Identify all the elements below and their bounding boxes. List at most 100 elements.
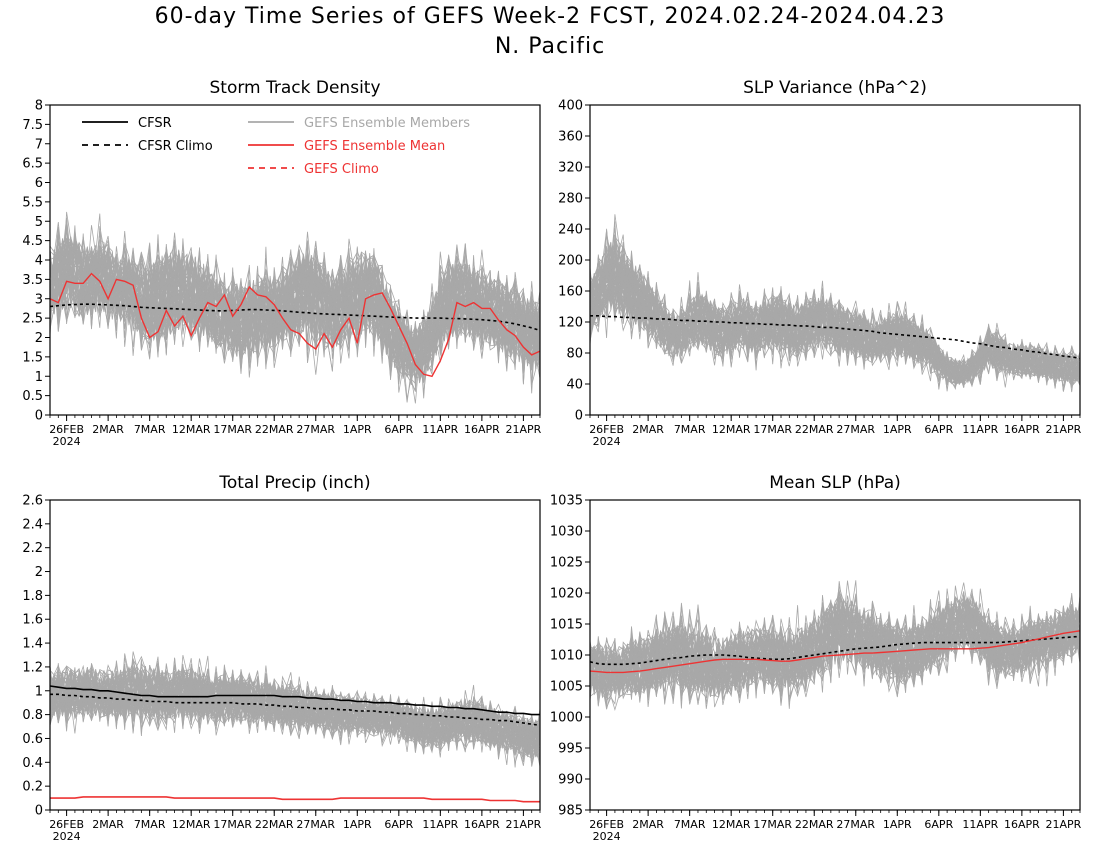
x-tick-label: 1APR bbox=[343, 818, 372, 831]
ensemble-member-line bbox=[50, 669, 540, 754]
y-tick-label: 120 bbox=[558, 316, 583, 331]
y-tick-label: 1030 bbox=[550, 525, 583, 540]
y-tick-label: 1015 bbox=[550, 618, 583, 633]
x-year-label: 2024 bbox=[53, 435, 81, 448]
x-tick-label: 11APR bbox=[422, 818, 458, 831]
x-year-label: 2024 bbox=[53, 830, 81, 843]
y-tick-label: 1 bbox=[35, 370, 43, 385]
chart-title: SLP Variance (hPa^2) bbox=[743, 78, 927, 98]
x-tick-label: 26FEB bbox=[589, 423, 624, 436]
ensemble-member-line bbox=[50, 246, 540, 394]
x-tick-label: 6APR bbox=[384, 818, 413, 831]
y-tick-label: 2.6 bbox=[22, 494, 43, 509]
y-tick-label: 280 bbox=[558, 192, 583, 207]
plot-frame bbox=[49, 499, 541, 811]
y-tick-label: 80 bbox=[566, 347, 583, 362]
y-tick-label: 2 bbox=[35, 331, 43, 346]
x-tick-label: 17MAR bbox=[213, 423, 252, 436]
x-tick-label: 21APR bbox=[1045, 818, 1081, 831]
x-tick-label: 17MAR bbox=[213, 818, 252, 831]
x-tick-label: 2MAR bbox=[92, 423, 124, 436]
x-tick-label: 26FEB bbox=[49, 818, 84, 831]
x-tick-label: 27MAR bbox=[836, 818, 875, 831]
ensemble-members bbox=[590, 214, 1080, 393]
x-tick-label: 22MAR bbox=[795, 818, 834, 831]
y-tick-label: 0.5 bbox=[22, 389, 43, 404]
ensemble-member-line bbox=[590, 611, 1080, 696]
page-subtitle: N. Pacific bbox=[494, 34, 606, 59]
x-year-label: 2024 bbox=[593, 830, 621, 843]
ensemble-member-line bbox=[50, 245, 540, 377]
y-tick-label: 200 bbox=[558, 254, 583, 269]
series-cfsr bbox=[50, 685, 540, 716]
ensemble-member-line bbox=[50, 247, 540, 376]
x-tick-label: 7MAR bbox=[134, 818, 166, 831]
x-tick-label: 21APR bbox=[505, 818, 541, 831]
x-tick-label: 16APR bbox=[464, 423, 500, 436]
x-tick-label: 7MAR bbox=[674, 423, 706, 436]
ensemble-member-line bbox=[50, 670, 540, 753]
y-tick-label: 3.5 bbox=[22, 273, 43, 288]
ensemble-member-line bbox=[590, 250, 1080, 389]
y-tick-label: 240 bbox=[558, 223, 583, 238]
chart-title: Mean SLP (hPa) bbox=[769, 473, 901, 493]
x-tick-label: 7MAR bbox=[674, 818, 706, 831]
y-tick-label: 8 bbox=[35, 99, 43, 114]
x-tick-label: 16APR bbox=[1004, 423, 1040, 436]
y-tick-label: 1000 bbox=[550, 711, 583, 726]
y-tick-label: 2.4 bbox=[22, 517, 43, 532]
y-tick-label: 1020 bbox=[550, 587, 583, 602]
x-tick-label: 26FEB bbox=[589, 818, 624, 831]
y-tick-label: 5 bbox=[35, 215, 43, 230]
plot-area bbox=[50, 651, 540, 803]
series-cfsr-climo bbox=[590, 314, 1080, 360]
x-tick-label: 21APR bbox=[505, 423, 541, 436]
y-tick-label: 1025 bbox=[550, 556, 583, 571]
x-tick-label: 1APR bbox=[883, 423, 912, 436]
y-tick-label: 40 bbox=[566, 378, 583, 393]
x-tick-label: 6APR bbox=[384, 423, 413, 436]
x-tick-label: 2MAR bbox=[632, 423, 664, 436]
x-tick-label: 22MAR bbox=[795, 423, 834, 436]
x-year-label: 2024 bbox=[593, 435, 621, 448]
x-tick-label: 12MAR bbox=[712, 818, 751, 831]
series-gefs-ensemble-mean bbox=[590, 630, 1080, 674]
legend-label: GEFS Ensemble Members bbox=[304, 116, 470, 131]
x-tick-label: 1APR bbox=[883, 818, 912, 831]
y-tick-label: 6.5 bbox=[22, 157, 43, 172]
y-tick-label: 0 bbox=[575, 409, 583, 424]
x-tick-label: 12MAR bbox=[172, 423, 211, 436]
y-tick-label: 1.8 bbox=[22, 589, 43, 604]
y-tick-label: 1.6 bbox=[22, 613, 43, 628]
y-tick-label: 0.2 bbox=[22, 780, 43, 795]
legend-label: GEFS Ensemble Mean bbox=[304, 139, 445, 154]
chart-panel-4: Mean SLP (hPa) 985 990 995 1000 1005 1010 1015 1… bbox=[550, 473, 1082, 843]
x-tick-label: 7MAR bbox=[134, 423, 166, 436]
y-tick-label: 0.4 bbox=[22, 756, 43, 771]
y-tick-label: 1005 bbox=[550, 680, 583, 695]
y-tick-label: 1.4 bbox=[22, 637, 43, 652]
ensemble-members bbox=[590, 580, 1080, 712]
x-tick-label: 2MAR bbox=[632, 818, 664, 831]
y-tick-label: 0.8 bbox=[22, 708, 43, 723]
y-tick-label: 1010 bbox=[550, 649, 583, 664]
series-cfsr-climo bbox=[50, 303, 540, 332]
y-tick-label: 2 bbox=[35, 565, 43, 580]
chart-panel-3: Total Precip (inch) 0 0.2 0.4 0.6 0.8 1 1.2 1.4 1… bbox=[22, 473, 541, 843]
x-tick-label: 22MAR bbox=[255, 423, 294, 436]
series-gefs-climo bbox=[50, 796, 540, 803]
y-tick-label: 3 bbox=[35, 292, 43, 307]
x-tick-label: 16APR bbox=[1004, 818, 1040, 831]
chart-panel-1: Storm Track Density 0 0.5 1 1.5 2 2.5 3 3.5 4 4.5 5… bbox=[22, 78, 541, 448]
page-title: 60-day Time Series of GEFS Week-2 FCST, … bbox=[154, 4, 946, 29]
plot-area bbox=[50, 211, 540, 404]
y-tick-label: 360 bbox=[558, 130, 583, 145]
legend-label: CFSR Climo bbox=[138, 139, 213, 154]
y-tick-label: 2.2 bbox=[22, 541, 43, 556]
y-tick-label: 320 bbox=[558, 161, 583, 176]
x-tick-label: 17MAR bbox=[753, 818, 792, 831]
y-tick-label: 7 bbox=[35, 137, 43, 152]
y-tick-label: 4 bbox=[35, 254, 43, 269]
x-tick-label: 16APR bbox=[464, 818, 500, 831]
